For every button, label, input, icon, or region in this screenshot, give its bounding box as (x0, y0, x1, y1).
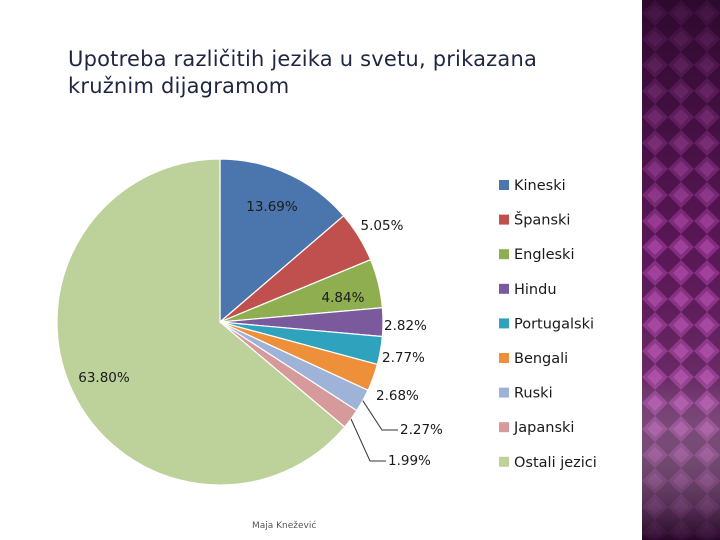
page-title: Upotreba različitih jezika u svetu, prik… (68, 47, 538, 98)
legend-swatch-6 (499, 387, 509, 398)
legend-swatch-4 (499, 318, 509, 329)
legend-entry-8: Ostali jezici (514, 455, 597, 471)
legend-swatch-7 (499, 422, 509, 433)
legend-swatch-1 (499, 214, 509, 225)
leader-line-7 (350, 418, 386, 462)
chart-legend: Kineski Španski Engleski Hindu Portugalski Be… (499, 178, 597, 471)
data-label-1: 5.05% (361, 218, 404, 234)
leader-lines (350, 400, 398, 462)
legend-swatch-8 (499, 456, 509, 467)
pie-slices (56, 158, 384, 486)
data-label-3: 2.82% (384, 318, 427, 334)
pie-chart: 13.69% 5.05% 4.84% 2.82% 2.77% 2.68% 2.27% 1.99… (56, 158, 597, 486)
slide-footer: Maja Knežević (252, 521, 317, 531)
decorative-side-panel (642, 0, 720, 540)
data-label-2: 4.84% (322, 290, 365, 306)
data-label-4: 2.77% (382, 350, 425, 366)
leader-line-6 (362, 400, 398, 431)
legend-swatch-0 (499, 180, 509, 190)
legend-entry-4: Portugalski (514, 316, 594, 332)
data-label-8: 63.80% (78, 370, 130, 386)
data-label-0: 13.69% (246, 199, 298, 215)
legend-entry-7: Japanski (513, 420, 574, 436)
legend-entry-6: Ruski (514, 386, 553, 402)
legend-entry-2: Engleski (514, 247, 575, 263)
legend-swatch-3 (499, 283, 509, 294)
legend-swatch-2 (499, 249, 509, 260)
data-labels: 13.69% 5.05% 4.84% 2.82% 2.77% 2.68% 2.27% 1.99… (78, 199, 443, 469)
legend-entry-1: Španski (514, 211, 570, 229)
legend-entry-3: Hindu (514, 282, 557, 298)
slide: Upotreba različitih jezika u svetu, prik… (56, 47, 597, 531)
data-label-5: 2.68% (376, 388, 419, 404)
data-label-6: 2.27% (400, 422, 443, 438)
pie-slice-8 (56, 158, 346, 486)
legend-entry-0: Kineski (514, 178, 566, 194)
legend-swatch-5 (499, 353, 509, 363)
pie-slice-0 (219, 158, 345, 324)
data-label-7: 1.99% (388, 453, 431, 469)
diamond-pattern (642, 0, 720, 540)
legend-entry-5: Bengali (514, 351, 568, 367)
